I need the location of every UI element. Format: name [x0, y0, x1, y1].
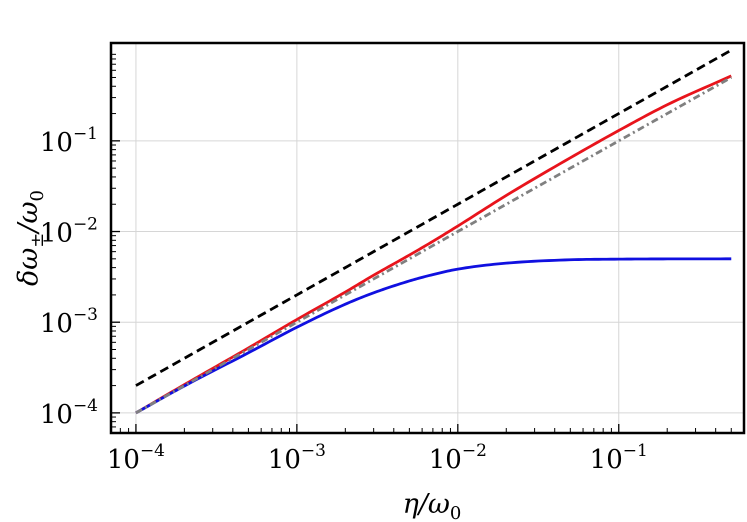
x-tick-label: 10−4	[107, 441, 165, 475]
series-line-4	[135, 76, 732, 415]
y-axis-label: δω±/ω0	[13, 190, 48, 286]
x-axis-label-sub: 0	[450, 503, 461, 522]
x-tick-base: 10	[429, 445, 462, 475]
y-tick-base: 10	[40, 219, 73, 249]
y-axis-label-main: δω	[13, 248, 44, 286]
tick-labels: 10−4 10−3 10−2 10−110−410−310−210−1	[40, 124, 648, 475]
x-tick-exponent: −4	[140, 441, 165, 461]
x-tick-label: 10−2	[429, 441, 487, 475]
y-tick-label: 10−1	[40, 124, 98, 158]
y-axis-label-rest: /ω	[13, 201, 44, 235]
series-line-3	[135, 48, 732, 387]
x-tick-label: 10−1	[590, 441, 648, 475]
ticks	[110, 53, 732, 434]
y-axis-label-sub: 0	[27, 190, 48, 201]
x-tick-exponent: −1	[623, 441, 648, 461]
x-tick-label: 10−3	[268, 441, 326, 475]
y-tick-exponent: −3	[73, 305, 98, 325]
y-tick-label: 10−2	[40, 215, 98, 249]
plot-frame	[109, 41, 746, 435]
series-layer	[135, 48, 732, 415]
x-tick-exponent: −3	[301, 441, 326, 461]
y-tick-exponent: −1	[73, 124, 98, 144]
y-tick-exponent: −4	[73, 396, 98, 416]
series-line-1	[135, 74, 732, 415]
x-axis-label-main: η/ω	[403, 489, 450, 520]
y-tick-label: 10−3	[40, 305, 98, 339]
x-tick-exponent: −2	[462, 441, 487, 461]
y-tick-base: 10	[40, 400, 73, 430]
x-axis-label: η/ω0	[403, 489, 462, 522]
series-line-2	[135, 257, 732, 415]
x-tick-base: 10	[107, 445, 140, 475]
y-tick-base: 10	[40, 128, 73, 158]
y-tick-base: 10	[40, 309, 73, 339]
x-tick-base: 10	[268, 445, 301, 475]
y-tick-exponent: −2	[73, 215, 98, 235]
x-tick-base: 10	[590, 445, 623, 475]
y-tick-label: 10−4	[40, 396, 98, 430]
y-axis-label-pm: ±	[27, 233, 48, 248]
grid	[111, 43, 744, 433]
